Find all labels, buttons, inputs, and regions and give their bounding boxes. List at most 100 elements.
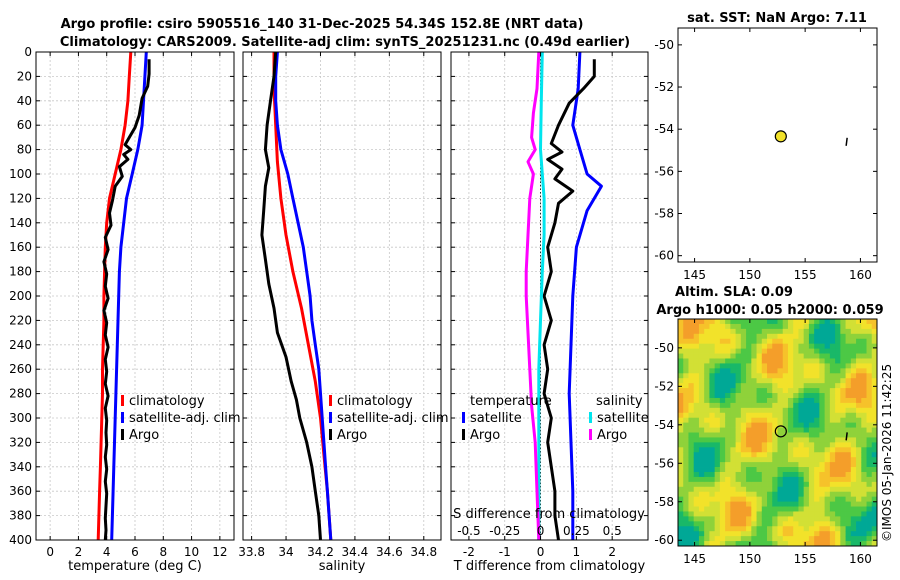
heatmap-cell [861,442,867,448]
heatmap-cell [740,536,747,542]
heatmap-cell [756,402,763,409]
heatmap-cell [730,526,737,532]
heatmap-cell [835,471,841,478]
legend-temperature-header: temperature [470,394,552,409]
heatmap-cell [709,383,716,389]
heatmap-cell [761,388,768,394]
series-line [272,52,333,541]
heatmap-cell [814,437,820,443]
heatmap-cell [814,536,820,542]
heatmap-cell [693,412,700,419]
heatmap-cell [829,378,836,384]
heatmap-cell [740,496,747,502]
heatmap-cell [746,486,752,493]
heatmap-cell [871,511,878,517]
heatmap-cell [735,471,742,478]
heatmap-cell [751,501,757,507]
heatmap-cell [688,476,695,483]
heatmap-cell [819,481,826,488]
heatmap-cell [819,462,826,468]
heatmap-cell [819,427,826,433]
heatmap-cell [866,358,873,364]
heatmap-cell [709,471,716,478]
heatmap-cell [808,328,815,335]
heatmap-cell [829,363,836,369]
heatmap-cell [767,501,773,507]
heatmap-cell [787,333,794,340]
heatmap-cell [683,541,689,547]
heatmap-cell [767,319,773,325]
y-tick-label: 140 [9,216,32,230]
heatmap-cell [787,437,794,443]
heatmap-cell [683,531,689,537]
heatmap-cell [730,486,737,493]
heatmap-cell [751,437,757,443]
heatmap-cell [698,437,705,443]
heatmap-cell [714,506,721,512]
heatmap-cell [730,422,737,428]
heatmap-cell [824,531,831,537]
heatmap-cell [840,481,846,488]
heatmap-cell [835,506,841,512]
heatmap-cell [866,353,873,359]
heatmap-cell [787,471,794,478]
heatmap-cell [683,328,689,335]
heatmap-cell [845,471,852,478]
heatmap-cell [798,412,805,419]
heatmap-cell [829,452,836,458]
heatmap-cell [683,412,689,419]
heatmap-cell [798,388,805,394]
heatmap-cell [824,506,831,512]
heatmap-cell [767,407,773,414]
heatmap-cell [856,471,862,478]
heatmap-cell [824,348,831,354]
heatmap-cell [866,481,873,488]
heatmap-cell [688,471,695,478]
heatmap-cell [719,437,726,443]
heatmap-cell [709,397,716,404]
heatmap-cell [824,447,831,453]
heatmap-cell [704,378,710,384]
y-tick-label: 380 [9,509,32,523]
heatmap-cell [730,506,737,512]
heatmap-cell [688,343,695,349]
heatmap-cell [793,457,799,463]
heatmap-cell [861,407,867,414]
heatmap-cell [819,516,826,522]
heatmap-cell [856,358,862,364]
heatmap-cell [814,353,820,359]
heatmap-cell [761,402,768,409]
heatmap-cell [824,368,831,374]
heatmap-cell [767,393,773,399]
legend-argo: Argo [129,428,159,443]
heatmap-cell [767,511,773,517]
heatmap-cell [787,541,794,547]
heatmap-cell [835,452,841,458]
heatmap-cell [740,471,747,478]
heatmap-cell [709,496,716,502]
heatmap-cell [688,422,695,428]
heatmap-cell [808,323,815,330]
heatmap-cell [829,501,836,507]
heatmap-cell [850,457,857,463]
heatmap-cell [719,422,726,428]
heatmap-cell [840,447,846,453]
series-line [567,51,603,540]
heatmap-cell [871,343,878,349]
heatmap-cell [688,323,695,330]
heatmap-cell [730,407,737,414]
heatmap-cell [688,536,695,542]
heatmap-cell [787,407,794,414]
heatmap-cell [787,412,794,419]
heatmap-cell [829,319,836,325]
heatmap-cell [814,506,820,512]
heatmap-cell [719,368,726,374]
legend-satellite-adj: satellite-adj. clim [337,411,449,426]
legend-swatch [329,395,332,406]
heatmap-cell [688,378,695,384]
heatmap-cell [693,516,700,522]
heatmap-cell [719,427,726,433]
heatmap-cell [751,338,757,345]
heatmap-cell [761,417,768,424]
heatmap-cell [850,333,857,340]
